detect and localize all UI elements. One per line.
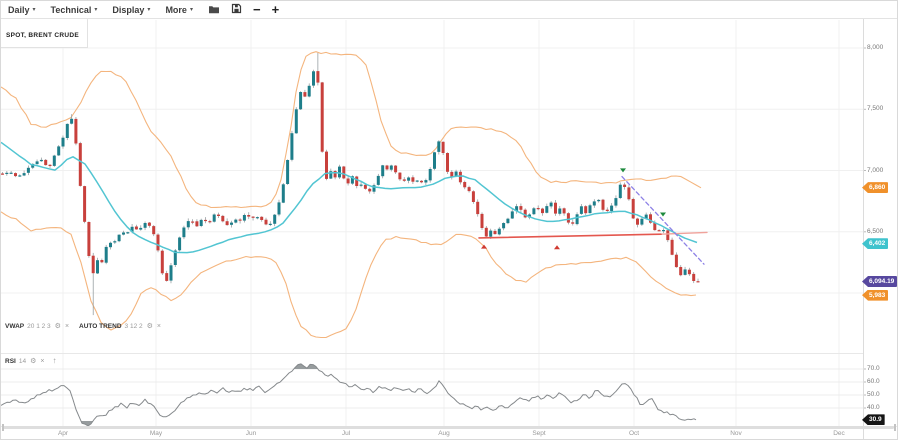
menu-technical[interactable]: Technical ▾: [51, 5, 98, 15]
rsi-value-badge: 30.9: [862, 414, 885, 426]
rsi-move-up-icon[interactable]: ↑: [52, 356, 57, 365]
last-price-badge: 6,094.19: [862, 275, 897, 287]
zoom-out-button[interactable]: −: [252, 1, 261, 17]
month-label-oct: Oct: [628, 430, 640, 437]
upper-band-badge: 6,860: [862, 182, 889, 194]
month-label-apr: Apr: [57, 430, 69, 437]
month-label-may: May: [149, 430, 163, 437]
menu-technical-label: Technical: [50, 4, 92, 15]
menu-timeframe-label: Daily: [8, 4, 30, 15]
rsi-tick-label: 40.0: [867, 404, 880, 411]
rsi-tick-label: 60.0: [867, 378, 880, 385]
chevron-down-icon: ▾: [189, 6, 193, 13]
chevron-down-icon: ▾: [94, 6, 98, 13]
menu-display[interactable]: Display ▾: [112, 5, 150, 15]
menu-display-label: Display: [112, 4, 145, 15]
menu-more[interactable]: More ▾: [165, 5, 193, 15]
month-label-nov: Nov: [730, 430, 742, 437]
vwap-settings-gear-icon[interactable]: ⚙: [54, 323, 61, 330]
month-label-aug: Aug: [438, 430, 450, 437]
autotrend-label: AUTO TREND: [79, 323, 122, 330]
price-tick-label: 7,000: [867, 166, 884, 174]
rsi-settings-gear-icon[interactable]: ⚙: [30, 357, 37, 365]
month-label-jun: Jun: [245, 430, 257, 437]
vwap-params: 20 1 2 3: [27, 323, 51, 330]
symbol-label-box: SPOT, BRENT CRUDE: [1, 19, 88, 48]
open-chart-button[interactable]: [208, 1, 220, 19]
rsi-label: RSI: [5, 357, 16, 365]
minus-icon: −: [252, 1, 261, 17]
autotrend-settings-gear-icon[interactable]: ⚙: [146, 323, 153, 330]
price-tick-label: 8,000: [867, 44, 884, 51]
scrollbar-right-handle[interactable]: [894, 424, 896, 431]
zoom-in-button[interactable]: +: [271, 1, 280, 17]
price-tick-label: 7,500: [867, 105, 884, 113]
lower-band-badge: 5,983: [862, 289, 889, 301]
save-chart-button[interactable]: [231, 1, 242, 19]
rsi-remove-close-icon[interactable]: ×: [40, 357, 45, 365]
price-axis-divider: [863, 19, 864, 439]
rsi-tick-label: 70.0: [867, 365, 880, 372]
symbol-label: SPOT, BRENT CRUDE: [6, 32, 79, 39]
autotrend-remove-close-icon[interactable]: ×: [156, 323, 161, 330]
month-label-dec: Dec: [833, 430, 845, 437]
price-tick-label: 6,500: [867, 227, 884, 235]
save-icon: [231, 1, 242, 19]
time-scrollbar[interactable]: [3, 426, 894, 429]
toolbar: Daily ▾ Technical ▾ Display ▾ More ▾ − +: [1, 1, 897, 19]
vwap-badge: 6,402: [862, 238, 889, 250]
month-label-jul: Jul: [341, 430, 351, 437]
vwap-remove-close-icon[interactable]: ×: [64, 323, 70, 330]
rsi-params: 14: [18, 357, 27, 365]
autotrend-params: 3 12 2: [124, 323, 143, 330]
chevron-down-icon: ▾: [147, 6, 151, 13]
rsi-indicator-legend: RSI 14 ⚙ × ↑: [5, 357, 60, 365]
toolbar-menus: Daily ▾ Technical ▾ Display ▾ More ▾: [8, 5, 208, 15]
scrollbar-left-handle[interactable]: [2, 424, 4, 431]
menu-timeframe[interactable]: Daily ▾: [8, 5, 36, 15]
folder-icon: [208, 1, 220, 19]
plus-icon: +: [271, 1, 280, 17]
vwap-label: VWAP: [5, 323, 25, 330]
price-indicator-legend: VWAP 20 1 2 3 ⚙ × AUTO TREND 3 12 2 ⚙ ×: [5, 323, 165, 330]
month-label-sept: Sept: [532, 430, 546, 437]
rsi-tick-label: 50.0: [867, 391, 880, 398]
menu-more-label: More: [165, 4, 187, 15]
chevron-down-icon: ▾: [32, 6, 36, 13]
panel-divider: [1, 353, 863, 354]
